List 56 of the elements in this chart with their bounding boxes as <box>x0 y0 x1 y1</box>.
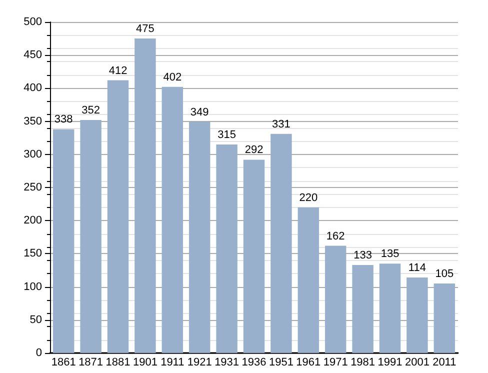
y-tick-label: 500 <box>24 16 42 28</box>
data-label: 220 <box>299 192 318 204</box>
x-tick-label: 1921 <box>187 356 212 368</box>
bar <box>188 122 210 353</box>
data-label: 352 <box>82 104 100 116</box>
y-tick-label: 450 <box>24 49 42 62</box>
y-tick-label: 150 <box>24 248 42 260</box>
data-label: 349 <box>190 106 209 118</box>
x-tick-label: 1931 <box>214 356 240 368</box>
x-tick-label: 1861 <box>51 356 76 368</box>
data-label: 402 <box>163 71 182 84</box>
bar <box>379 264 401 353</box>
data-label: 475 <box>136 23 154 36</box>
data-label: 338 <box>54 114 73 126</box>
data-label: 292 <box>244 144 264 156</box>
data-label: 135 <box>380 248 400 260</box>
data-label: 133 <box>354 249 372 262</box>
bar <box>134 38 156 353</box>
x-tick-label: 1951 <box>268 356 294 368</box>
y-tick-label: 0 <box>36 347 42 359</box>
data-label: 162 <box>326 230 345 242</box>
data-label: 315 <box>218 128 236 141</box>
y-tick-label: 250 <box>24 182 42 194</box>
bar <box>216 144 238 353</box>
x-tick-label: 2001 <box>404 356 430 368</box>
x-tick-label: 1911 <box>160 356 184 368</box>
y-tick-label: 50 <box>30 314 42 326</box>
x-tick-label: 1936 <box>242 356 266 368</box>
bar <box>243 160 265 353</box>
bar <box>52 129 74 353</box>
x-tick-label: 1961 <box>296 356 321 368</box>
data-label: 412 <box>108 64 128 77</box>
y-tick-label: 300 <box>24 148 42 160</box>
x-tick-label: 1901 <box>132 356 158 368</box>
bar <box>324 246 346 353</box>
bar <box>406 278 428 353</box>
x-tick-label: 1881 <box>106 356 130 368</box>
x-tick-label: 1991 <box>378 356 402 368</box>
bar <box>352 264 374 353</box>
bar <box>434 283 456 353</box>
data-label: 331 <box>272 118 290 130</box>
data-label: 105 <box>435 268 454 280</box>
bar <box>80 120 102 353</box>
bar <box>107 80 129 353</box>
x-tick-label: 1981 <box>350 356 376 368</box>
x-tick-label: 2011 <box>432 356 456 368</box>
x-tick-label: 1971 <box>323 356 348 368</box>
y-tick-label: 100 <box>24 280 42 293</box>
y-tick-label: 350 <box>24 115 42 128</box>
y-tick-label: 200 <box>24 214 42 227</box>
data-label: 114 <box>408 262 426 274</box>
y-tick-label: 400 <box>24 82 42 94</box>
bar <box>162 86 184 353</box>
x-tick-label: 1871 <box>78 356 104 368</box>
bar <box>270 134 292 353</box>
bar <box>298 207 320 353</box>
